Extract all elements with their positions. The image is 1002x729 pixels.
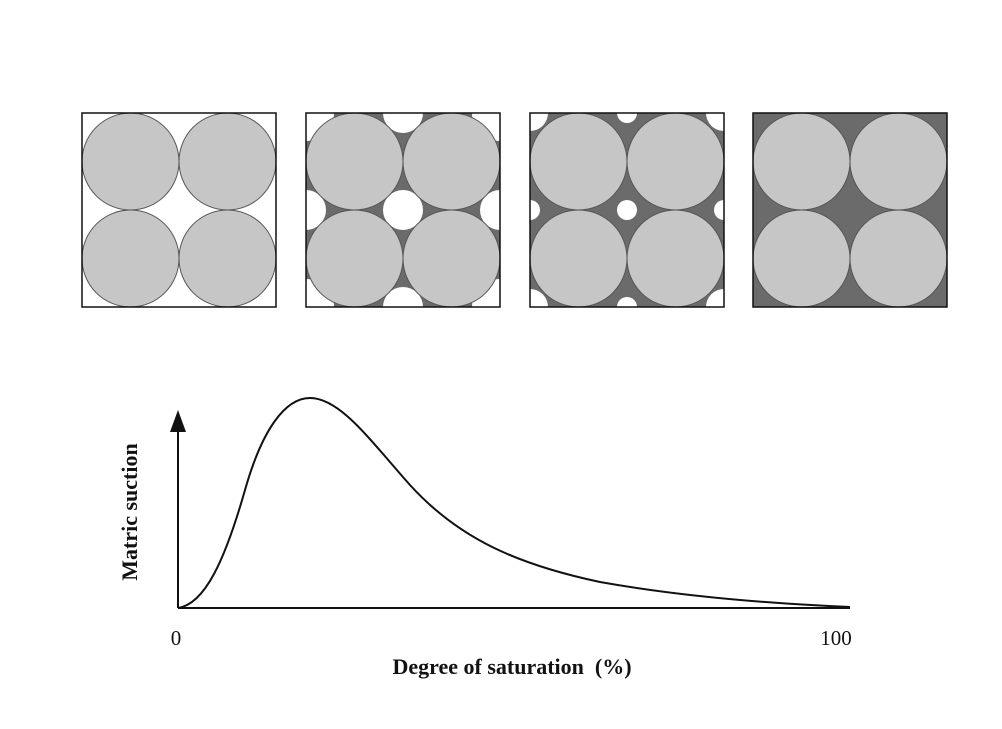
- soil-particle: [753, 113, 851, 211]
- soil-particle: [849, 113, 947, 211]
- panel: [753, 113, 947, 307]
- soil-particle: [82, 209, 180, 307]
- soil-particle: [626, 209, 724, 307]
- soil-particle: [402, 113, 500, 211]
- air-pocket: [480, 190, 500, 230]
- air-pocket: [306, 190, 326, 230]
- soil-particle: [530, 209, 628, 307]
- panel: [306, 113, 500, 307]
- air-pocket: [617, 113, 637, 123]
- panel: [82, 113, 276, 307]
- x-tick-label: 100: [820, 626, 852, 650]
- air-pocket: [383, 113, 423, 133]
- soil-particle: [306, 209, 404, 307]
- particle-panels: [81, 112, 948, 308]
- soil-particle: [626, 113, 724, 211]
- panel: [530, 113, 724, 307]
- panel-border: [529, 112, 725, 308]
- air-pocket: [617, 200, 637, 220]
- panel-border: [752, 112, 948, 308]
- soil-particle: [178, 209, 276, 307]
- y-axis-label: Matric suction: [117, 443, 142, 580]
- y-axis-arrow: [170, 410, 186, 432]
- air-pocket: [530, 289, 548, 307]
- air-pocket: [383, 190, 423, 230]
- air-pocket: [706, 289, 724, 307]
- soil-particle: [753, 209, 851, 307]
- air-pocket: [706, 113, 724, 131]
- soil-particle: [402, 209, 500, 307]
- soil-particle: [82, 113, 180, 211]
- air-pocket: [617, 297, 637, 307]
- panel-border: [81, 112, 277, 308]
- air-pocket: [530, 200, 540, 220]
- air-pocket: [530, 113, 548, 131]
- soil-particle: [530, 113, 628, 211]
- air-pocket: [714, 200, 724, 220]
- soil-particle: [849, 209, 947, 307]
- x-axis-label: Degree of saturation (%): [392, 654, 631, 679]
- panel-border: [305, 112, 501, 308]
- air-pocket: [383, 287, 423, 307]
- soil-particle: [306, 113, 404, 211]
- suction-curve: [177, 396, 851, 609]
- soil-particle: [178, 113, 276, 211]
- x-tick-label: 0: [171, 626, 182, 650]
